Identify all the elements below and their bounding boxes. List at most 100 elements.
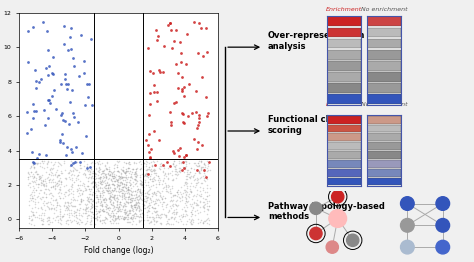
Point [96, 207, 104, 211]
Point [133, 188, 141, 192]
Point [83, 198, 91, 202]
Point [146, 165, 153, 170]
Point [114, 160, 121, 164]
Point [139, 204, 147, 208]
Point [189, 220, 197, 224]
Point [174, 188, 182, 192]
Point [166, 110, 173, 114]
Point [178, 86, 185, 91]
Point [92, 209, 100, 214]
Point [127, 197, 134, 201]
Point [166, 21, 174, 25]
Point [36, 161, 44, 165]
Point [68, 220, 75, 224]
Point [199, 220, 207, 224]
Point [193, 181, 201, 185]
Point [137, 183, 145, 187]
Point [56, 196, 64, 200]
Point [103, 183, 110, 187]
Point [61, 167, 69, 172]
Point [145, 165, 153, 169]
Point [160, 185, 167, 189]
Point [87, 206, 94, 210]
Point [91, 184, 98, 188]
Point [36, 188, 43, 193]
Point [148, 168, 155, 173]
Circle shape [346, 234, 359, 247]
Point [180, 212, 187, 216]
Point [150, 191, 158, 195]
Point [193, 208, 201, 212]
Point [63, 176, 70, 180]
Point [92, 195, 100, 199]
Point [85, 175, 93, 179]
Point [100, 209, 108, 213]
Point [33, 172, 40, 176]
Point [24, 183, 32, 187]
Point [30, 186, 37, 190]
Point [187, 204, 195, 208]
Point [202, 176, 210, 180]
Point [96, 194, 104, 198]
Point [118, 194, 126, 198]
Text: Enrichment: Enrichment [326, 7, 362, 12]
Point [150, 199, 157, 203]
Point [132, 194, 139, 199]
Point [29, 180, 36, 184]
Point [169, 184, 176, 188]
Point [123, 213, 130, 217]
Point [169, 162, 177, 166]
Point [114, 169, 122, 173]
Point [118, 187, 126, 191]
Point [182, 62, 190, 66]
Point [155, 190, 163, 194]
Point [74, 177, 82, 181]
Point [181, 167, 189, 171]
Point [105, 186, 112, 190]
Point [95, 168, 102, 172]
Point [132, 167, 140, 171]
Point [24, 171, 32, 175]
Point [170, 39, 177, 43]
Point [82, 134, 89, 138]
Point [186, 187, 194, 191]
Point [128, 222, 136, 226]
Circle shape [401, 219, 414, 232]
Point [71, 214, 78, 218]
Point [96, 176, 103, 180]
Point [89, 169, 97, 173]
Point [121, 171, 129, 175]
Point [194, 140, 202, 144]
Point [171, 172, 179, 176]
Circle shape [401, 240, 414, 254]
Point [159, 207, 166, 211]
Point [114, 174, 121, 178]
Point [182, 165, 189, 170]
Point [198, 175, 205, 179]
Point [144, 167, 151, 171]
Point [88, 205, 96, 209]
Point [191, 161, 199, 165]
Point [131, 215, 139, 220]
Point [119, 188, 127, 192]
Point [106, 188, 113, 193]
Bar [367, 116, 401, 124]
Point [122, 215, 130, 219]
Point [177, 60, 185, 64]
Point [201, 178, 208, 182]
Point [39, 222, 46, 226]
Point [99, 171, 106, 175]
Point [77, 212, 84, 217]
Point [65, 187, 73, 191]
Point [107, 191, 114, 195]
Point [109, 215, 117, 219]
Point [124, 215, 131, 219]
Point [52, 215, 59, 219]
Point [49, 166, 56, 170]
Point [128, 196, 136, 200]
Point [55, 161, 63, 165]
Point [123, 177, 130, 181]
Point [182, 163, 190, 168]
Point [48, 171, 56, 175]
Point [82, 186, 89, 190]
